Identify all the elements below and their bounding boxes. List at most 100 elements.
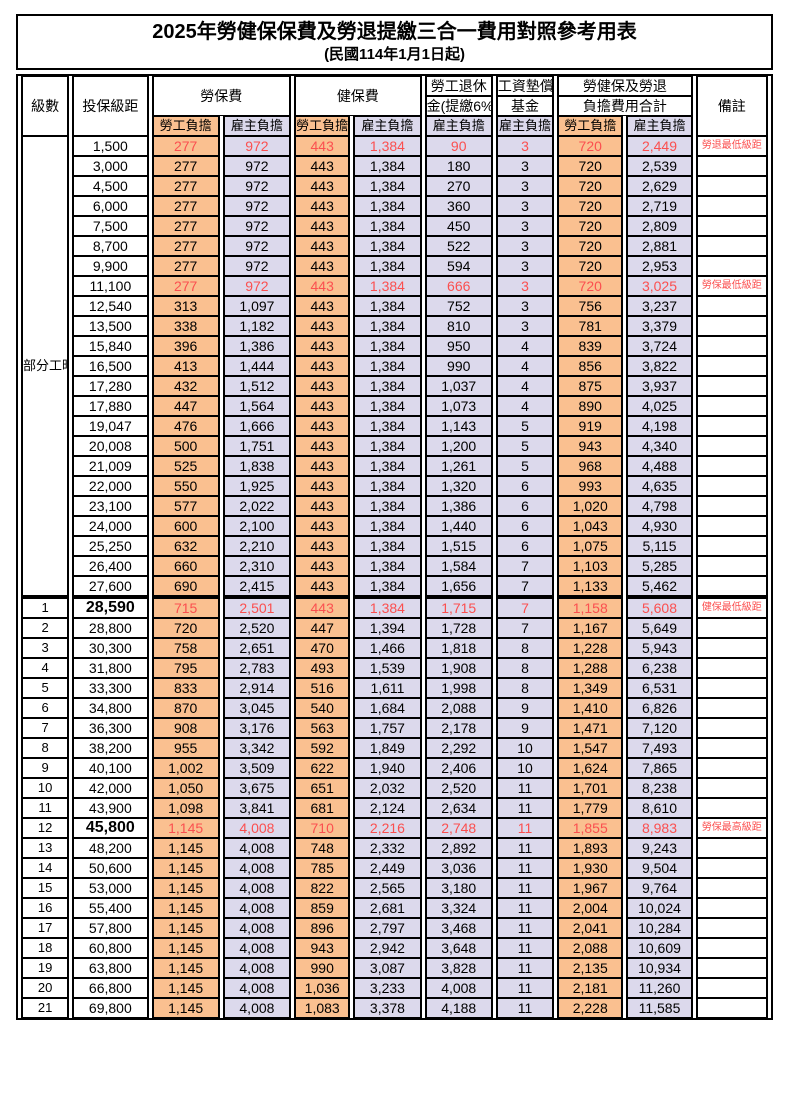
cell-level: 13: [21, 838, 70, 858]
cell-total-employee: 1,167: [557, 618, 624, 638]
cell-health-employer: 1,384: [353, 176, 422, 196]
table-row: 9,900 277 972 443 1,384 594 3 720 2,953: [21, 256, 768, 276]
cell-health-employee: 443: [294, 176, 351, 196]
cell-remark: [695, 738, 768, 758]
cell-health-employee: 470: [294, 638, 351, 658]
cell-health-employee: 990: [294, 958, 351, 978]
cell-health-employee: 443: [294, 536, 351, 556]
cell-remark: 勞保最低級距: [695, 276, 768, 296]
cell-wage-fund-employer: 11: [495, 918, 555, 938]
cell-pension-employer: 3,648: [424, 938, 493, 958]
cell-total-employer: 5,462: [626, 576, 693, 596]
cell-total-employee: 1,228: [557, 638, 624, 658]
cell-remark: [695, 156, 768, 176]
cell-labor-employee: 432: [151, 376, 220, 396]
cell-bracket: 13,500: [72, 316, 149, 336]
cell-wage-fund-employer: 11: [495, 998, 555, 1018]
cell-bracket: 21,009: [72, 456, 149, 476]
cell-labor-employer: 1,838: [222, 456, 292, 476]
cell-health-employee: 443: [294, 496, 351, 516]
cell-total-employer: 11,260: [626, 978, 693, 998]
table-row: 17,280 432 1,512 443 1,384 1,037 4 875 3,937: [21, 376, 768, 396]
cell-health-employer: 1,384: [353, 216, 422, 236]
cell-bracket: 12,540: [72, 296, 149, 316]
cell-labor-employer: 3,675: [222, 778, 292, 798]
cell-health-employee: 748: [294, 838, 351, 858]
cell-health-employer: 1,611: [353, 678, 422, 698]
cell-wage-fund-employer: 7: [495, 618, 555, 638]
cell-bracket: 28,590: [72, 596, 149, 618]
table-row: 13 48,200 1,145 4,008 748 2,332 2,892 11 1,893 9,…: [21, 838, 768, 858]
table-row: 25,250 632 2,210 443 1,384 1,515 6 1,075 5,115: [21, 536, 768, 556]
table-row: 1 28,590 715 2,501 443 1,384 1,715 7 1,158 5,608 健…: [21, 596, 768, 618]
cell-remark: [695, 416, 768, 436]
cell-remark: 勞保最高級距: [695, 818, 768, 838]
cell-labor-employee: 277: [151, 136, 220, 156]
cell-total-employee: 1,103: [557, 556, 624, 576]
table-row: 12 45,800 1,145 4,008 710 2,216 2,748 11 1,855 8,…: [21, 818, 768, 838]
cell-level: 3: [21, 638, 70, 658]
cell-labor-employee: 525: [151, 456, 220, 476]
cell-health-employee: 443: [294, 196, 351, 216]
cell-total-employee: 720: [557, 276, 624, 296]
cell-labor-employee: 313: [151, 296, 220, 316]
table-row: 20,008 500 1,751 443 1,384 1,200 5 943 4,340: [21, 436, 768, 456]
cell-pension-employer: 1,440: [424, 516, 493, 536]
cell-health-employee: 443: [294, 316, 351, 336]
cell-remark: [695, 396, 768, 416]
subheader-labor-employee: 勞工負擔: [151, 116, 220, 136]
cell-labor-employer: 4,008: [222, 958, 292, 978]
cell-labor-employer: 972: [222, 156, 292, 176]
cell-wage-fund-employer: 6: [495, 516, 555, 536]
cell-total-employee: 1,288: [557, 658, 624, 678]
cell-labor-employee: 1,145: [151, 958, 220, 978]
cell-bracket: 23,100: [72, 496, 149, 516]
cell-total-employer: 3,937: [626, 376, 693, 396]
cell-total-employer: 3,025: [626, 276, 693, 296]
cell-labor-employee: 550: [151, 476, 220, 496]
cell-health-employee: 443: [294, 336, 351, 356]
cell-health-employer: 1,384: [353, 276, 422, 296]
cell-remark: [695, 958, 768, 978]
header-pension-line1: 勞工退休: [424, 76, 493, 96]
cell-labor-employer: 4,008: [222, 898, 292, 918]
cell-total-employer: 4,798: [626, 496, 693, 516]
cell-labor-employer: 2,501: [222, 596, 292, 618]
cell-labor-employee: 690: [151, 576, 220, 596]
cell-pension-employer: 1,143: [424, 416, 493, 436]
cell-bracket: 20,008: [72, 436, 149, 456]
cell-total-employee: 993: [557, 476, 624, 496]
cell-bracket: 7,500: [72, 216, 149, 236]
cell-wage-fund-employer: 3: [495, 136, 555, 156]
cell-total-employer: 5,115: [626, 536, 693, 556]
cell-wage-fund-employer: 5: [495, 456, 555, 476]
cell-level: 10: [21, 778, 70, 798]
cell-health-employer: 1,384: [353, 436, 422, 456]
cell-bracket: 43,900: [72, 798, 149, 818]
cell-wage-fund-employer: 11: [495, 778, 555, 798]
cell-level: 17: [21, 918, 70, 938]
cell-total-employer: 2,449: [626, 136, 693, 156]
cell-total-employer: 7,493: [626, 738, 693, 758]
cell-labor-employee: 476: [151, 416, 220, 436]
table-row: 6,000 277 972 443 1,384 360 3 720 2,719: [21, 196, 768, 216]
cell-remark: [695, 476, 768, 496]
cell-pension-employer: 2,406: [424, 758, 493, 778]
cell-wage-fund-employer: 3: [495, 296, 555, 316]
cell-total-employer: 4,930: [626, 516, 693, 536]
cell-health-employee: 622: [294, 758, 351, 778]
cell-wage-fund-employer: 3: [495, 236, 555, 256]
cell-wage-fund-employer: 8: [495, 678, 555, 698]
cell-health-employee: 447: [294, 618, 351, 638]
cell-wage-fund-employer: 5: [495, 436, 555, 456]
cell-total-employer: 4,635: [626, 476, 693, 496]
cell-bracket: 28,800: [72, 618, 149, 638]
cell-pension-employer: 1,728: [424, 618, 493, 638]
cell-level: 11: [21, 798, 70, 818]
table-row: 21,009 525 1,838 443 1,384 1,261 5 968 4,488: [21, 456, 768, 476]
cell-labor-employer: 1,182: [222, 316, 292, 336]
cell-health-employee: 516: [294, 678, 351, 698]
cell-level: 4: [21, 658, 70, 678]
cell-labor-employer: 2,783: [222, 658, 292, 678]
